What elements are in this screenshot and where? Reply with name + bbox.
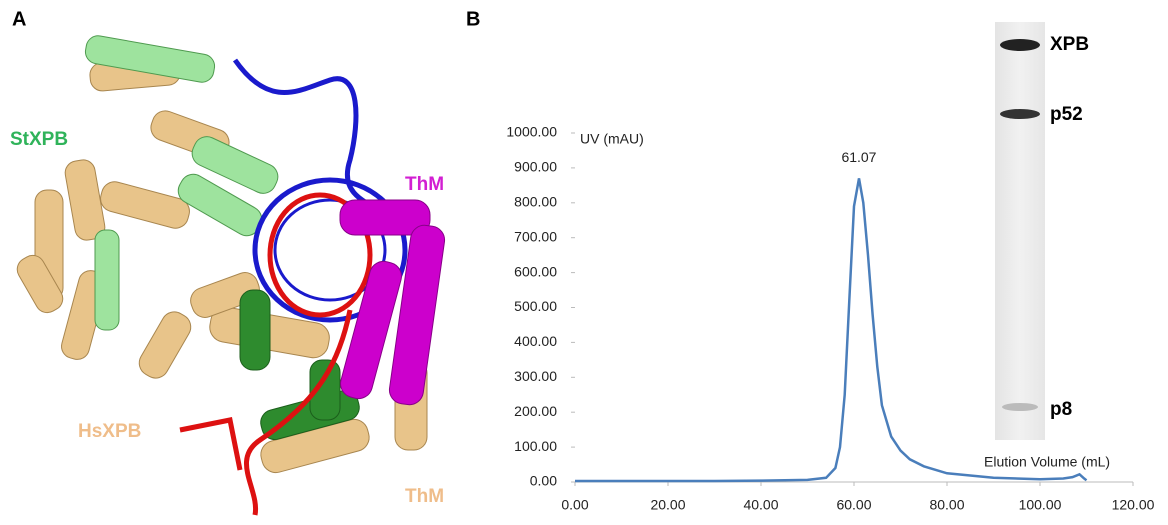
y-tick-label: 700.00 — [514, 228, 557, 244]
y-tick-label: 100.00 — [514, 438, 557, 454]
peak-annotation: 61.07 — [841, 149, 876, 165]
y-tick-label: 400.00 — [514, 333, 557, 349]
x-tick-label: 60.00 — [836, 497, 871, 513]
gel-band — [1002, 403, 1038, 411]
y-axis-label: UV (mAU) — [580, 131, 644, 147]
y-tick-label: 1000.00 — [506, 124, 557, 140]
gel-band — [1000, 109, 1040, 119]
gel-label: p52 — [1050, 104, 1083, 125]
gel-label: p8 — [1050, 399, 1072, 420]
gel-lane — [995, 22, 1045, 440]
y-tick-label: 500.00 — [514, 298, 557, 314]
x-tick-label: 120.00 — [1112, 497, 1155, 513]
structure-art — [16, 35, 446, 516]
chromatogram-line — [575, 178, 1088, 483]
x-tick-label: 0.00 — [561, 497, 588, 513]
structure-label: ThM — [405, 486, 444, 507]
y-tick-label: 0.00 — [530, 473, 557, 489]
x-tick-label: 100.00 — [1019, 497, 1062, 513]
panel-label: A — [12, 8, 26, 30]
gel-band — [1000, 39, 1040, 51]
y-tick-label: 600.00 — [514, 263, 557, 279]
y-tick-label: 200.00 — [514, 403, 557, 419]
structure-label: StXPB — [10, 129, 68, 150]
structure-label: HsXPB — [78, 421, 141, 442]
y-tick-label: 300.00 — [514, 368, 557, 384]
x-tick-label: 20.00 — [650, 497, 685, 513]
panel-label: B — [466, 8, 480, 30]
x-tick-label: 80.00 — [929, 497, 964, 513]
structure-label: ThM — [405, 174, 444, 195]
x-tick-label: 40.00 — [743, 497, 778, 513]
x-axis-label: Elution Volume (mL) — [984, 454, 1110, 470]
y-tick-label: 900.00 — [514, 159, 557, 175]
gel-label: XPB — [1050, 34, 1089, 55]
y-tick-label: 800.00 — [514, 194, 557, 210]
